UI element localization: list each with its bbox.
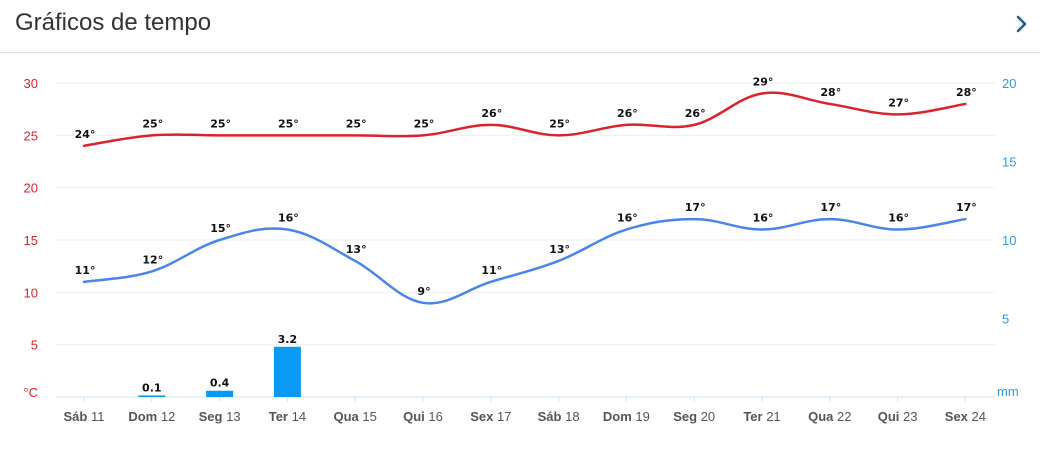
chevron-right-icon[interactable] <box>1012 12 1032 36</box>
y-tick-left: 5 <box>31 338 38 353</box>
x-tick-num: 14 <box>292 409 306 424</box>
max-temp-label: 26° <box>481 107 502 120</box>
x-tick-label: Sex 24 <box>945 409 986 424</box>
x-tick-label: Ter 14 <box>269 409 306 424</box>
x-tick-label: Seg 20 <box>673 409 715 424</box>
x-tick-label: Ter 21 <box>743 409 780 424</box>
min-temp-label: 12° <box>142 253 163 266</box>
rain-bar <box>206 390 234 397</box>
x-tick-day: Sex <box>945 409 972 424</box>
x-tick-day: Sáb <box>64 409 91 424</box>
x-tick-label: Dom 19 <box>603 409 650 424</box>
min-temp-label: 9° <box>417 285 430 298</box>
min-temp-label: 11° <box>481 264 502 277</box>
data-labels: 0.1 0.4 3.2 24° 25° 25° 25° 25° 25° 26° 25° 26° 26° 2… <box>75 75 977 394</box>
x-tick-day: Ter <box>269 409 292 424</box>
max-temp-label: 26° <box>617 107 638 120</box>
max-temp-label: 27° <box>888 96 909 109</box>
x-tick-label: Seg 13 <box>199 409 241 424</box>
x-tick-num: 13 <box>226 409 240 424</box>
max-temp-label: 25° <box>346 117 367 130</box>
min-temp-label: 13° <box>549 243 570 256</box>
x-tick-day: Qua <box>334 409 363 424</box>
min-temp-label: 16° <box>888 212 909 225</box>
x-tick-num: 23 <box>903 409 917 424</box>
x-tick-label: Qua 22 <box>808 409 851 424</box>
x-tick-num: 21 <box>766 409 780 424</box>
min-temp-label: 17° <box>685 201 706 214</box>
y-tick-right: 10 <box>1002 233 1016 248</box>
x-tick-label: Sex 17 <box>470 409 511 424</box>
x-tick-label: Sáb 11 <box>64 409 105 424</box>
temperature-lines <box>82 91 967 305</box>
x-tick-num: 15 <box>362 409 376 424</box>
y-tick-left: 25 <box>24 128 38 143</box>
min-temp-label: 16° <box>278 212 299 225</box>
x-tick-day: Sáb <box>538 409 565 424</box>
x-tick-num: 17 <box>497 409 511 424</box>
x-tick-num: 19 <box>635 409 649 424</box>
max-temperature-line <box>82 91 967 148</box>
y-unit-right: mm <box>997 384 1019 399</box>
x-tick-num: 20 <box>701 409 715 424</box>
y-tick-right: 20 <box>1002 76 1016 91</box>
x-tick-num: 18 <box>565 409 579 424</box>
x-tick-num: 22 <box>837 409 851 424</box>
x-tick-num: 12 <box>161 409 175 424</box>
x-tick-label: Qui 23 <box>878 409 918 424</box>
x-tick-label: Qui 16 <box>403 409 443 424</box>
rain-bar-label: 0.1 <box>142 381 162 394</box>
x-tick-day: Qui <box>878 409 903 424</box>
max-temp-label: 28° <box>820 86 841 99</box>
rain-bar-label: 0.4 <box>210 377 230 390</box>
rain-bars <box>138 346 301 397</box>
min-temp-label: 15° <box>210 222 231 235</box>
min-temp-label: 11° <box>75 264 96 277</box>
x-tick-day: Dom <box>128 409 161 424</box>
y-tick-right: 15 <box>1002 155 1016 170</box>
rain-bar <box>138 395 166 397</box>
min-temp-label: 17° <box>820 201 841 214</box>
y-tick-right: 5 <box>1002 312 1009 327</box>
max-temp-label: 25° <box>210 117 231 130</box>
x-tick-num: 24 <box>972 409 986 424</box>
x-tick-day: Seg <box>673 409 700 424</box>
max-temp-label: 25° <box>549 117 570 130</box>
y-tick-left: 30 <box>24 76 38 91</box>
min-temp-label: 16° <box>753 212 774 225</box>
max-temp-label: 28° <box>956 86 977 99</box>
chart-header: Gráficos de tempo <box>0 0 1040 53</box>
page-title: Gráficos de tempo <box>15 9 212 36</box>
min-temp-label: 17° <box>956 201 977 214</box>
min-temperature-line <box>82 217 967 305</box>
x-tick-day: Ter <box>743 409 766 424</box>
y-tick-left: 10 <box>24 285 38 300</box>
max-temp-label: 25° <box>142 117 163 130</box>
x-tick-day: Qui <box>403 409 428 424</box>
max-temp-label: 25° <box>414 117 435 130</box>
y-unit-left: °C <box>23 385 38 400</box>
x-tick-day: Qua <box>808 409 837 424</box>
min-temp-label: 13° <box>346 243 367 256</box>
rain-bar <box>273 346 301 397</box>
x-tick-label: Dom 12 <box>128 409 175 424</box>
y-tick-left: 15 <box>24 233 38 248</box>
x-tick-day: Seg <box>199 409 226 424</box>
x-tick-label: Qua 15 <box>334 409 377 424</box>
x-tick-day: Sex <box>470 409 497 424</box>
y-tick-left: 20 <box>24 181 38 196</box>
x-tick-num: 11 <box>91 409 105 424</box>
max-temp-label: 29° <box>753 75 774 88</box>
rain-bar-label: 3.2 <box>278 333 298 346</box>
x-tick-day: Dom <box>603 409 636 424</box>
max-temp-label: 26° <box>685 107 706 120</box>
axes: 30 25 20 15 10 5 °C 20 15 10 5 mm Sáb 11 Dom 12 Seg 13… <box>23 76 1018 424</box>
max-temp-label: 24° <box>75 128 96 141</box>
min-temp-label: 16° <box>617 212 638 225</box>
x-tick-num: 16 <box>428 409 442 424</box>
max-temp-label: 25° <box>278 117 299 130</box>
x-tick-label: Sáb 18 <box>538 409 580 424</box>
